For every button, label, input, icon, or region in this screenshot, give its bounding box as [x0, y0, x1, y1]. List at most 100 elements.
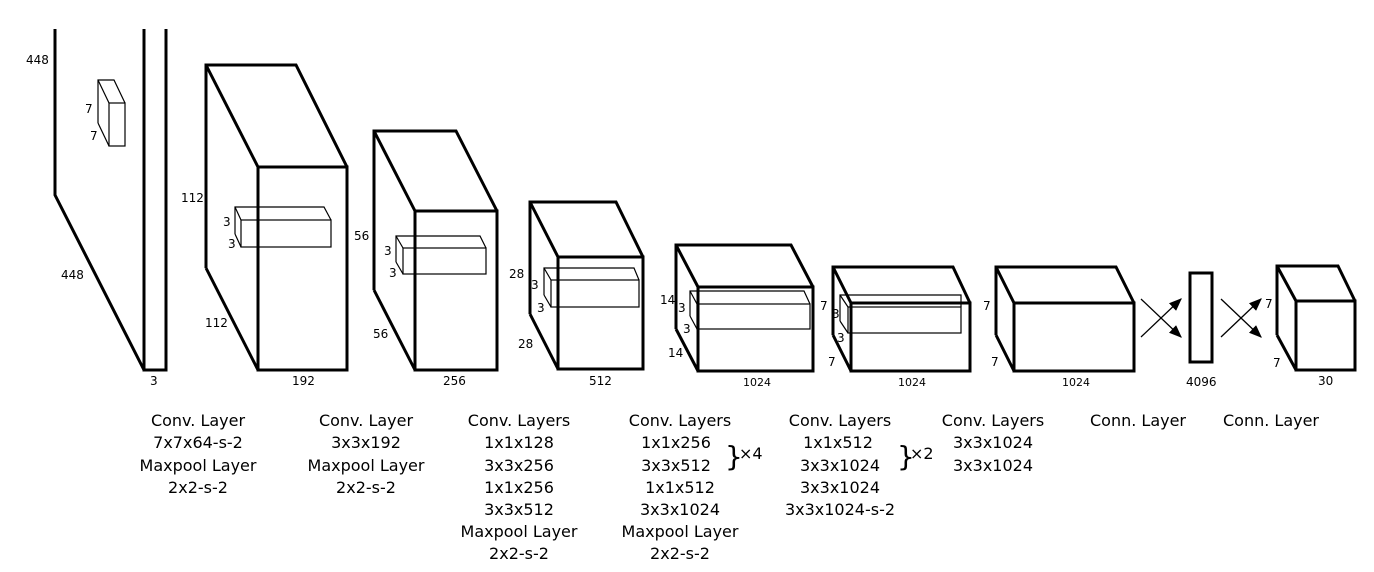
caption-line: Maxpool Layer	[140, 456, 257, 475]
block2-labels: 112 3 3 112 192	[181, 191, 315, 388]
caption-line: 7x7x64-s-2	[153, 433, 243, 452]
block4-kernel-top-left-edge	[543, 267, 552, 281]
fc1-vector	[1188, 271, 1214, 364]
caption-line: 2x2-s-2	[336, 478, 396, 497]
output-volume-top-left-edge	[1275, 265, 1298, 302]
kernel-label: 3	[389, 266, 397, 280]
kernel-label: 3	[384, 244, 392, 258]
width-label: 112	[205, 316, 228, 330]
caption-line: 1x1x512	[803, 433, 873, 452]
conv1-kernel-front-face	[108, 102, 126, 147]
caption-line: Maxpool Layer	[461, 522, 578, 541]
caption-block5: Conv. Layers 1x1x512 3x3x1024 3x3x1024 3…	[785, 411, 934, 519]
fc-arrow-icon	[1220, 298, 1262, 338]
height-label: 28	[509, 267, 524, 281]
block6-volume-bottom-left-edge	[831, 334, 853, 372]
kernel-width-label: 7	[90, 129, 98, 143]
caption-line: 3x3x1024	[953, 456, 1033, 475]
channels-label: 1024	[898, 376, 926, 389]
block6-volume-front-face	[849, 301, 972, 373]
caption-fc2: Conn. Layer	[1223, 411, 1319, 430]
block4-volume-back-edges	[528, 200, 645, 314]
caption-line: 1x1x512	[645, 478, 715, 497]
channels-label: 192	[292, 374, 315, 388]
kernel-label: 3	[537, 301, 545, 315]
caption-line: 3x3x1024	[800, 456, 880, 475]
kernel-label: 3	[832, 307, 840, 321]
block2-kernel-back-edges	[234, 206, 332, 234]
block5-labels: 14 3 3 14 1024	[660, 293, 771, 389]
channels-label: 30	[1318, 374, 1333, 388]
width-label: 7	[828, 355, 836, 369]
caption-line: Maxpool Layer	[308, 456, 425, 475]
caption-block2: Conv. Layer 3x3x192 Maxpool Layer 2x2-s-…	[308, 411, 425, 497]
input-width-label: 448	[61, 268, 84, 282]
caption-line: 3x3x256	[484, 456, 554, 475]
caption-line: Conv. Layers	[789, 411, 891, 430]
input-image-front	[142, 29, 168, 372]
fc-arrow-icon	[1140, 298, 1182, 338]
caption-block6: Conv. Layers 3x3x1024 3x3x1024	[942, 411, 1044, 475]
width-label: 56	[373, 327, 388, 341]
caption-block4: Conv. Layers 1x1x256 3x3x512 1x1x512 3x3…	[622, 411, 763, 563]
output-volume-front-face	[1294, 299, 1357, 372]
block3-volume-top-left-edge	[372, 130, 417, 212]
repeat-count: ×2	[910, 444, 934, 463]
width-label: 7	[991, 355, 999, 369]
height-label: 7	[1265, 297, 1273, 311]
channels-label: 1024	[1062, 376, 1090, 389]
caption-line: 3x3x1024	[800, 478, 880, 497]
caption-line: Conv. Layers	[629, 411, 731, 430]
conv1-kernel-top-left-edge	[97, 79, 110, 104]
block3-volume-bottom-left-edge	[372, 289, 417, 371]
input-height-label: 448	[26, 53, 49, 67]
caption-block3: Conv. Layers 1x1x128 3x3x256 1x1x256 3x3…	[461, 411, 578, 563]
caption-line: Conv. Layer	[319, 411, 414, 430]
block2-volume-front-face	[256, 165, 349, 372]
block4-volume-bottom-left-edge	[528, 313, 560, 370]
caption-fc1: Conn. Layer	[1090, 411, 1186, 430]
kernel-label: 3	[228, 237, 236, 251]
repeat-count: ×4	[739, 444, 763, 463]
conv1-kernel-bottom-left-edge	[97, 122, 110, 147]
caption-line: Conv. Layer	[151, 411, 246, 430]
block7-volume-back-edges	[994, 265, 1136, 335]
caption-block1: Conv. Layer 7x7x64-s-2 Maxpool Layer 2x2…	[140, 411, 257, 497]
input-channels-label: 3	[150, 374, 158, 388]
block6-kernel-front-face	[847, 306, 962, 334]
caption-line: 3x3x1024-s-2	[785, 500, 895, 519]
caption-line: 1x1x128	[484, 433, 554, 452]
caption-line: Conv. Layers	[468, 411, 570, 430]
height-label: 7	[983, 299, 991, 313]
block6-kernel-back-edges	[839, 294, 962, 321]
kernel-label: 3	[223, 215, 231, 229]
caption-line: Conv. Layers	[942, 411, 1044, 430]
caption-line: 3x3x512	[641, 456, 711, 475]
block5-volume-bottom-left-edge	[674, 328, 700, 372]
block2-volume-top-left-edge	[204, 64, 260, 168]
block3-kernel-top-left-edge	[395, 235, 404, 249]
block3-kernel-front-face	[402, 247, 487, 275]
block7-labels: 7 7 1024	[983, 299, 1090, 389]
output-labels: 7 7 30	[1265, 297, 1333, 388]
caption-line: 2x2-s-2	[650, 544, 710, 563]
block4-volume-front-face	[556, 255, 645, 371]
block4-kernel-bottom-left-edge	[543, 294, 552, 308]
kernel-height-label: 7	[85, 102, 93, 116]
block5-kernel-front-face	[696, 303, 811, 330]
block3-volume-back-edges	[372, 129, 499, 290]
channels-label: 512	[589, 374, 612, 388]
layer-captions: Conv. Layer 7x7x64-s-2 Maxpool Layer 2x2…	[140, 411, 1320, 563]
block2-volume-bottom-left-edge	[204, 267, 260, 371]
caption-line: 2x2-s-2	[168, 478, 228, 497]
height-label: 112	[181, 191, 204, 205]
block5-kernel-back-edges	[689, 290, 811, 316]
block6-volume-top-left-edge	[831, 266, 853, 304]
kernel-label: 3	[683, 322, 691, 336]
caption-line: 2x2-s-2	[489, 544, 549, 563]
caption-line: 1x1x256	[484, 478, 554, 497]
block4-labels: 28 3 3 28 512	[509, 267, 612, 388]
fc1-size-label: 4096	[1186, 375, 1217, 389]
block3-labels: 56 3 3 56 256	[354, 229, 466, 388]
